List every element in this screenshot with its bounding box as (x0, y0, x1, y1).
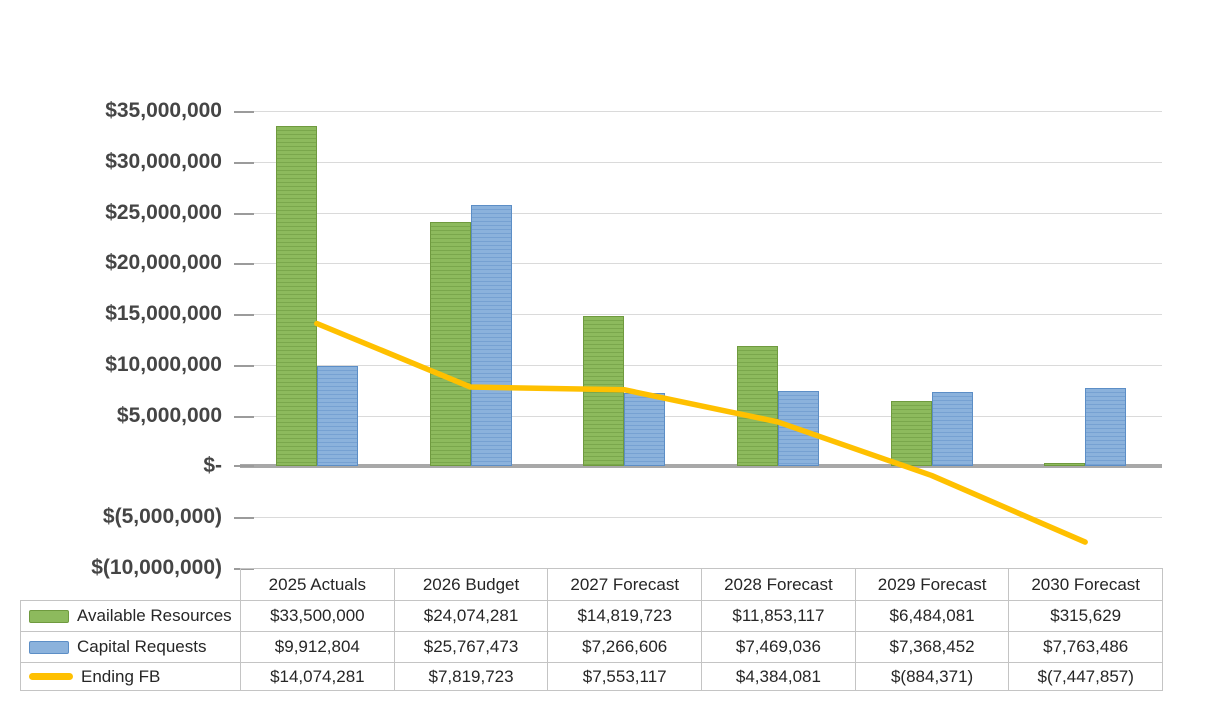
y-axis-label: $(10,000,000) (91, 556, 222, 579)
bar-available-resources-2028-forecast (736, 346, 778, 467)
table-cell: $11,853,117 (701, 600, 856, 632)
gridline (240, 517, 1162, 519)
bar-capital-requests-2028-forecast (777, 390, 819, 467)
table-cell: $24,074,281 (393, 600, 549, 632)
gridline (240, 161, 1162, 163)
y-axis-label: $15,000,000 (105, 302, 222, 326)
table-cell: $7,266,606 (547, 631, 703, 663)
table-cell: $33,500,000 (240, 600, 395, 632)
legend-cell-capital-requests: Capital Requests (20, 631, 241, 663)
table-cell: $(884,371) (854, 662, 1010, 691)
gold-line-swatch-icon (29, 673, 73, 680)
table-cell: $7,469,036 (701, 631, 856, 663)
bar-available-resources-2025-actuals (275, 126, 317, 467)
y-axis-tick (234, 263, 254, 266)
table-cell: $9,912,804 (240, 631, 395, 663)
y-axis-label: $5,000,000 (116, 403, 222, 427)
y-axis-label: $- (203, 454, 222, 478)
table-row: Available Resources $33,500,000 $24,074,28… (20, 600, 1163, 632)
y-axis-label: $30,000,000 (105, 149, 222, 173)
table-cell: $14,819,723 (547, 600, 703, 632)
legend-label: Ending FB (81, 666, 161, 686)
table-cell: $25,767,473 (393, 631, 549, 663)
table-cell: $4,384,081 (701, 662, 856, 691)
y-axis-tick (234, 212, 254, 215)
y-axis-tick (234, 465, 254, 468)
y-axis-tick (234, 517, 254, 520)
table-header-cell: 2029 Forecast (854, 568, 1010, 601)
legend-cell-available-resources: Available Resources (20, 600, 241, 632)
bar-capital-requests-2029-forecast (931, 391, 973, 467)
legend-cell-ending-fb: Ending FB (20, 662, 241, 691)
y-axis-tick (234, 314, 254, 317)
gridline (240, 415, 1162, 417)
table-cell: $7,819,723 (393, 662, 549, 691)
y-axis-tick (234, 415, 254, 418)
bar-capital-requests-2026-budget (470, 204, 512, 467)
bar-capital-requests-2030-forecast (1085, 387, 1127, 467)
gridline (240, 314, 1162, 316)
gridline (240, 364, 1162, 366)
table-cell: $(7,447,857) (1008, 662, 1163, 691)
table-header-cell: 2030 Forecast (1008, 568, 1163, 601)
bar-available-resources-2027-forecast (583, 315, 625, 467)
table-row: Ending FB $14,074,281 $7,819,723 $7,553,117… (20, 662, 1163, 691)
gridline (240, 212, 1162, 214)
x-axis-zero-line (240, 464, 1162, 469)
table-cell: $315,629 (1008, 600, 1163, 632)
y-axis-tick (234, 161, 254, 164)
bar-capital-requests-2025-actuals (316, 365, 358, 467)
table-header-cell: 2028 Forecast (701, 568, 856, 601)
blue-bar-swatch-icon (29, 640, 69, 654)
y-axis-label: $25,000,000 (105, 200, 222, 224)
bar-capital-requests-2027-forecast (624, 392, 666, 467)
gridline (240, 263, 1162, 265)
y-axis-label: $20,000,000 (105, 251, 222, 275)
y-axis-label: $35,000,000 (105, 99, 222, 122)
table-row: Capital Requests $9,912,804 $25,767,473 $7,… (20, 631, 1163, 663)
table-cell: $14,074,281 (240, 662, 395, 691)
bar-available-resources-2026-budget (429, 221, 471, 467)
table-cell: $7,368,452 (854, 631, 1010, 663)
legend-label: Available Resources (77, 606, 232, 625)
y-axis-label: $(5,000,000) (102, 505, 222, 529)
table-header-cell: 2027 Forecast (547, 568, 703, 601)
green-bar-swatch-icon (29, 609, 69, 623)
table-header-row: 2025 Actuals 2026 Budget 2027 Forecast 2028… (21, 568, 1163, 601)
table-cell: $7,763,486 (1008, 631, 1163, 663)
y-axis-label: $10,000,000 (105, 352, 222, 376)
y-axis-tick (234, 364, 254, 367)
table-cell: $6,484,081 (854, 600, 1010, 632)
legend-label: Capital Requests (77, 637, 207, 656)
y-axis-tick (234, 111, 254, 113)
chart-data-table: 2025 Actuals 2026 Budget 2027 Forecast 2028… (20, 568, 1163, 691)
table-header-cell: 2026 Budget (393, 568, 549, 601)
table-corner-empty (21, 569, 241, 601)
bar-available-resources-2029-forecast (890, 400, 932, 467)
table-header-cell: 2025 Actuals (240, 568, 395, 601)
bar-available-resources-2030-forecast (1044, 463, 1086, 467)
table-cell: $7,553,117 (547, 662, 703, 691)
gridline (240, 111, 1162, 112)
